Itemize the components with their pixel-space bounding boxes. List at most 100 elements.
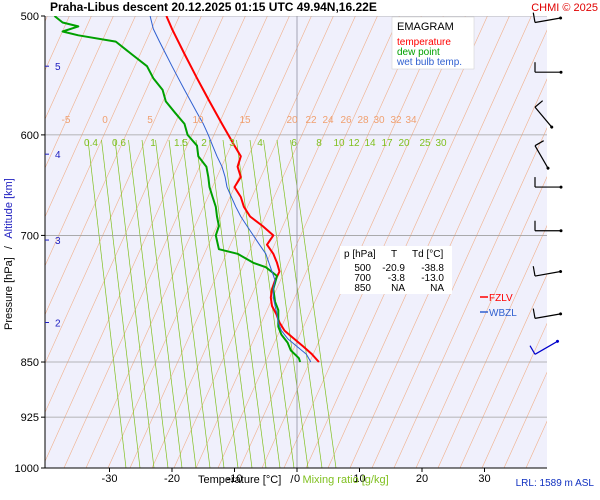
mixing-ratio-label: 30: [435, 138, 447, 149]
legend-dew-point: dew point: [397, 47, 440, 58]
isotherm-line: [481, 322, 547, 468]
isotherm-label: 26: [340, 115, 352, 126]
wind-barb-dot: [559, 70, 563, 74]
mixing-ratio-line: [168, 139, 211, 468]
isotherm-label: 32: [390, 115, 402, 126]
mixing-ratio-line: [141, 139, 183, 468]
isotherm-line: [45, 16, 114, 169]
isotherm-line: [415, 176, 547, 468]
isotherm-line: [45, 16, 224, 414]
mixing-ratio-line: [128, 139, 169, 468]
table-row-t: NA: [391, 283, 405, 294]
wbzl-marker: WBZL: [480, 308, 517, 319]
mixing-ratio-line: [155, 139, 197, 468]
y-tick-label: 1000: [15, 463, 39, 475]
mixing-ratio-label: 20: [398, 138, 410, 149]
wind-barb-feather: [534, 100, 544, 108]
wind-barb: [534, 220, 563, 233]
x-axis-label-sep: /: [290, 474, 294, 486]
isotherm-label: 0: [102, 115, 108, 126]
isotherm-line: [107, 16, 312, 468]
fzlv-label: FZLV: [489, 293, 513, 304]
mixing-ratio-label: 0.6: [112, 138, 126, 149]
table-bg: [340, 246, 452, 294]
table-header-p: p [hPa]: [344, 249, 376, 260]
chart-title: Praha-Libus descent 20.12.2025 01:15 UTC…: [50, 0, 377, 14]
mixing-ratio-label: 6: [291, 138, 297, 149]
mixing-ratio-label: 1: [150, 138, 156, 149]
mixing-ratio-line: [263, 139, 309, 468]
isotherm-line: [393, 127, 547, 468]
series-layer: [53, 16, 320, 363]
x-tick-label: -30: [102, 473, 118, 485]
isotherm-line: [63, 16, 268, 468]
x-axis-label-mixing: Mixing ratio [g/kg]: [302, 474, 388, 486]
table-row-p: 500: [354, 263, 371, 274]
isotherm-label: -5: [62, 115, 71, 126]
isotherm-line: [217, 16, 422, 468]
isotherm-label: 5: [147, 115, 153, 126]
mixing-ratio-line: [276, 139, 323, 468]
table-row-td: -13.0: [421, 273, 444, 284]
wind-barb: [532, 266, 563, 277]
legend-box: EMAGRAM temperature dew point wet bulb t…: [391, 16, 475, 70]
x-tick-label: 30: [478, 473, 490, 485]
mixing-ratio-line: [182, 139, 225, 468]
mixing-ratio-label: 2: [201, 138, 207, 149]
isotherm-label: 10: [192, 115, 204, 126]
isotherm-line: [459, 273, 547, 468]
isotherm-line: [173, 16, 378, 468]
copyright: CHMI © 2025: [531, 2, 598, 14]
isotherm-line: [45, 16, 246, 463]
isotherm-line: [239, 16, 444, 468]
wind-barb-dot: [550, 125, 554, 129]
isotherm-line: [349, 29, 547, 468]
x-axis-label: Temperature [°C] / Mixing ratio [g/kg]: [198, 474, 389, 486]
legend-wet-bulb: wet bulb temp.: [396, 57, 462, 68]
isotherm-line: [195, 16, 400, 468]
grid-layer: [45, 16, 600, 468]
isotherm-line: [85, 16, 290, 468]
wind-barb-staff: [534, 106, 553, 128]
mixing-ratio-label: 17: [381, 138, 393, 149]
altitude-label: 5: [55, 62, 61, 73]
isotherm-line: [151, 16, 356, 468]
wind-layer: [529, 12, 563, 355]
y-tick-label: 500: [21, 11, 39, 23]
table-row-td: NA: [430, 283, 444, 294]
wind-barb: [532, 308, 563, 319]
series-line-dew-point: [53, 16, 302, 363]
table-header-td: Td [°C]: [412, 249, 443, 260]
wind-barb-feather: [532, 308, 536, 319]
isotherm-label: 20: [286, 115, 298, 126]
wind-barb-dot: [559, 185, 563, 189]
wind-barb-dot: [546, 166, 550, 170]
isotherm-line: [437, 225, 547, 468]
mixing-ratio-label: 25: [419, 138, 431, 149]
isotherm-line: [371, 78, 547, 468]
wind-barb-staff: [534, 340, 558, 355]
x-tick-label: -20: [164, 473, 180, 485]
isotherm-line: [305, 16, 510, 468]
isotherm-line: [45, 16, 180, 316]
table-row-p: 850: [354, 283, 371, 294]
wind-barb-staff: [534, 17, 561, 24]
wind-barb-feather: [532, 12, 536, 23]
wind-barb-dot: [559, 312, 563, 316]
isotherm-line: [327, 16, 532, 468]
wind-barb: [534, 62, 563, 74]
altitude-label: 4: [55, 150, 61, 161]
isotherm-line: [45, 16, 136, 218]
y-axis-label-pressure: Pressure [hPa]: [3, 257, 15, 330]
wind-barb-feather: [532, 266, 536, 277]
mixing-ratio-label: 10: [333, 138, 345, 149]
isotherm-line: [570, 16, 600, 468]
mixing-ratio-label: 4: [257, 138, 263, 149]
isotherm-line: [283, 16, 488, 468]
isotherm-line: [261, 16, 466, 468]
y-tick-label: 925: [21, 412, 39, 424]
isotherm-label: 22: [305, 115, 317, 126]
wind-barb: [534, 177, 563, 189]
wind-barb-dot: [559, 16, 563, 20]
